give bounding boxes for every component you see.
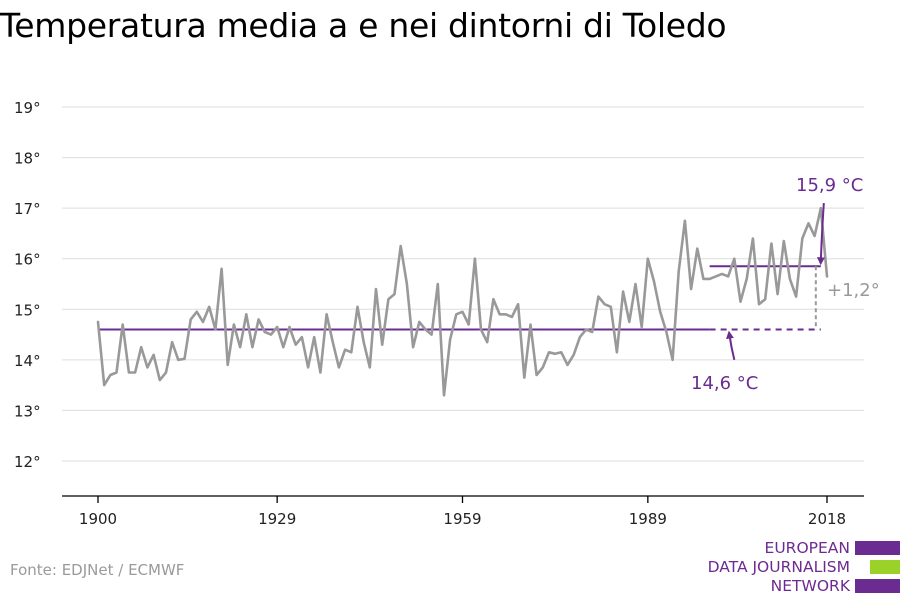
chart-title: Temperatura media a e nei dintorni di To… (0, 6, 727, 45)
y-tick-label: 13° (14, 402, 41, 420)
y-tick-label: 15° (14, 301, 41, 319)
difference-label: +1,2° (827, 280, 880, 301)
x-tick-label: 1989 (629, 510, 667, 528)
logo-line-3: NETWORK (770, 577, 850, 595)
recent-mean-label: 15,9 °C (796, 175, 863, 196)
source-credit: Fonte: EDJNet / ECMWF (10, 561, 185, 579)
baseline-mean-label: 14,6 °C (691, 373, 758, 394)
logo-bar-purple-1 (855, 541, 900, 555)
y-tick-label: 14° (14, 352, 41, 370)
baseline-arrow (726, 330, 736, 361)
temperature-series-line (96, 206, 829, 397)
x-tick-label: 1900 (79, 510, 117, 528)
recent-mean-arrow (816, 203, 825, 266)
logo-line-2: DATA JOURNALISM (707, 558, 850, 576)
y-tick-labels: 12° 13° 14° 15° 16° 17° 18° 19° (14, 99, 41, 471)
x-tick-label: 2018 (808, 510, 846, 528)
grid-layer (62, 106, 864, 462)
logo-line-1: EUROPEAN (764, 539, 850, 557)
x-tick-label: 1929 (258, 510, 296, 528)
series-layer (96, 206, 829, 397)
x-axis: 1900 1929 1959 1989 2018 (62, 495, 864, 528)
reference-lines (98, 265, 821, 331)
annotations: 15,9 °C 14,6 °C +1,2° (691, 175, 880, 394)
y-tick-label: 12° (14, 453, 41, 471)
x-tick-label: 1959 (443, 510, 481, 528)
edjnet-logo[interactable]: EUROPEAN DATA JOURNALISM NETWORK (700, 538, 900, 598)
logo-bar-purple-2 (855, 579, 900, 593)
y-tick-label: 19° (14, 99, 41, 117)
y-tick-label: 18° (14, 150, 41, 168)
y-tick-label: 16° (14, 251, 41, 269)
logo-bar-green (870, 560, 900, 574)
y-tick-label: 17° (14, 200, 41, 218)
